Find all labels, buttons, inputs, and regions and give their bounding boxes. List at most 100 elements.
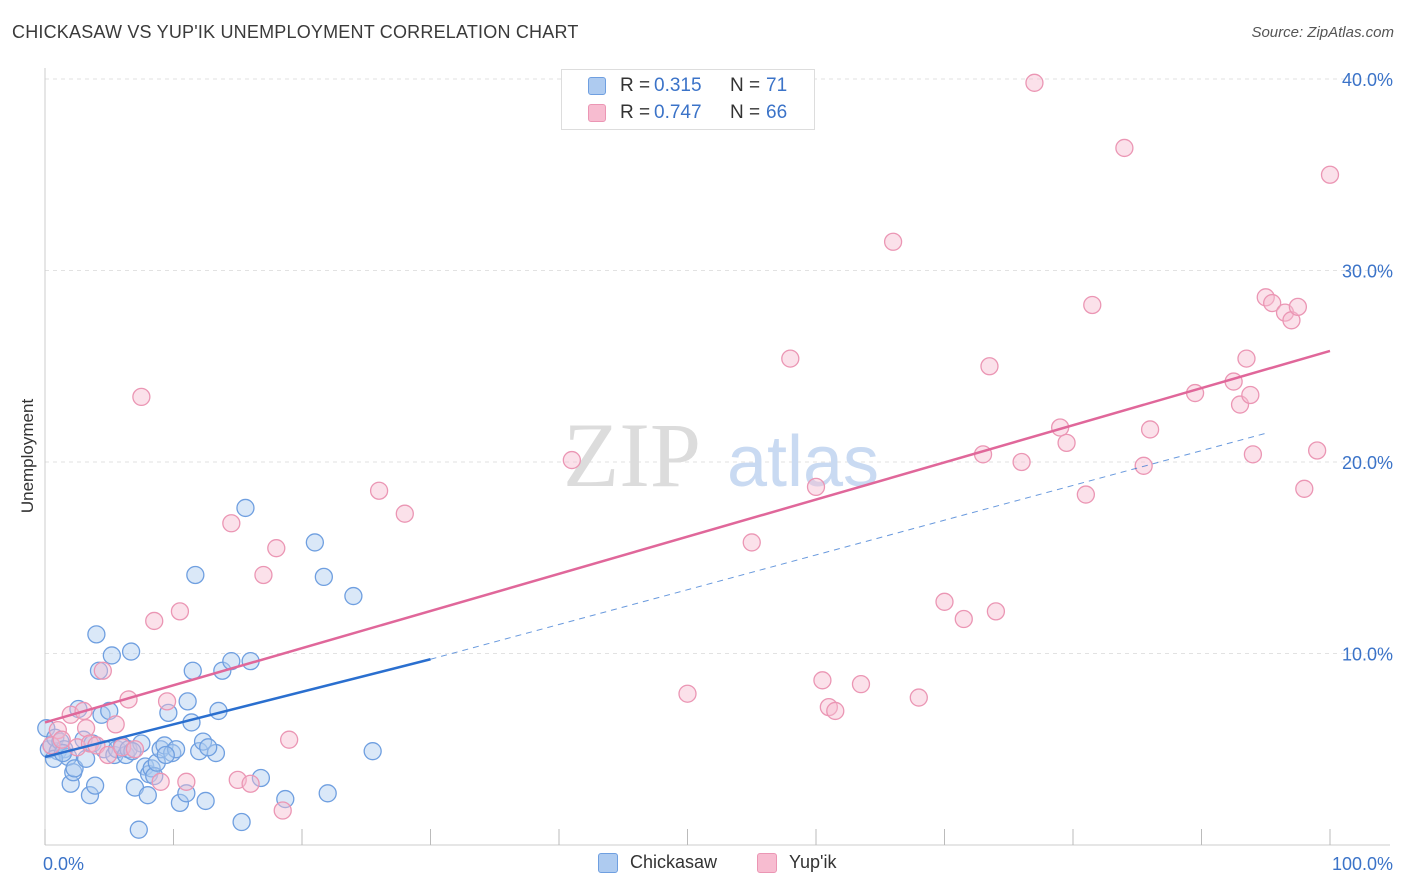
legend-swatch-yupik [588, 104, 606, 122]
legend-n-label: N = [730, 102, 761, 123]
yupik-point [42, 736, 61, 755]
yupik-point [151, 772, 170, 791]
chickasaw-point [85, 776, 105, 795]
yupik-point [1243, 445, 1263, 464]
chickasaw-point [87, 625, 106, 644]
chickasaw-point [170, 793, 190, 813]
chickasaw-point [183, 661, 202, 680]
chickasaw-point [61, 774, 80, 793]
yupik-point [369, 481, 389, 500]
y-tick-label: 20.0% [1342, 453, 1393, 473]
yupik-point [145, 611, 164, 631]
gridlines [45, 78, 1390, 654]
yupik-point [1288, 297, 1308, 317]
chickasaw-point [318, 784, 337, 803]
yupik-point [1083, 295, 1102, 315]
yupik-point [157, 692, 177, 711]
chickasaw-point [89, 661, 109, 680]
chickasaw-point [276, 789, 295, 809]
chickasaw-trend-line [44, 658, 431, 759]
chickasaw-point [186, 565, 205, 585]
chickasaw-point [80, 786, 100, 805]
yupik-point [93, 661, 112, 680]
yupik-point [1140, 420, 1160, 439]
yupik-point [125, 740, 145, 759]
yupik-point [954, 609, 973, 629]
yupik-point [222, 514, 241, 533]
yupik-point [177, 772, 196, 791]
yupik-point [813, 671, 832, 690]
chickasaw-point [123, 742, 142, 761]
chickasaw-point [363, 742, 382, 761]
yupik-point [909, 688, 928, 707]
yupik-point [1025, 73, 1044, 92]
source-credit: Source: ZipAtlas.com [1251, 24, 1394, 41]
legend-n-label: N = [730, 75, 761, 96]
yupik-point [742, 533, 761, 552]
yupik-point [826, 701, 845, 721]
y-tick-label: 10.0% [1342, 645, 1393, 665]
data-points [37, 73, 1340, 839]
yupik-point [132, 387, 151, 407]
chickasaw-point [166, 740, 186, 759]
yupik-point [980, 357, 999, 376]
yupik-point [395, 504, 414, 523]
chickasaw-point [129, 820, 148, 839]
yupik-point [935, 592, 954, 611]
legend-r-label: R = [620, 75, 651, 96]
yupik-point [1237, 349, 1256, 368]
yupik-point [1012, 452, 1031, 472]
legend-n-value-yupik: 66 [766, 102, 788, 123]
chickasaw-point [232, 812, 251, 832]
chickasaw-trend-extension [430, 432, 1266, 660]
yupik-trend-line [44, 349, 1331, 724]
yupik-point [781, 349, 800, 368]
chickasaw-point [344, 586, 363, 606]
watermark-zip: ZIP [563, 404, 701, 506]
x-tick-label: 100.0% [1332, 854, 1393, 874]
chickasaw-point [155, 736, 174, 755]
chickasaw-point [156, 745, 175, 765]
yupik-point [986, 602, 1006, 621]
chickasaw-point [199, 738, 218, 757]
yupik-point [1076, 485, 1095, 504]
chickasaw-point [178, 692, 197, 711]
yupik-point [76, 719, 96, 738]
series-label-chickasaw: Chickasaw [630, 852, 718, 872]
chickasaw-point [138, 786, 157, 805]
yupik-point [98, 745, 118, 765]
yupik-point [48, 720, 67, 740]
chickasaw-point [102, 646, 121, 665]
yupik-point [851, 674, 871, 694]
chickasaw-point [314, 567, 333, 587]
chickasaw-point [251, 768, 271, 788]
y-tick-label: 40.0% [1342, 70, 1393, 90]
yupik-point [1295, 479, 1314, 498]
yupik-point [273, 801, 292, 820]
legend-r-label: R = [620, 102, 651, 123]
x-tick-label: 0.0% [43, 854, 84, 874]
tick-labels: 10.0% 20.0% 30.0% 40.0% 0.0% 100.0% [43, 70, 1393, 874]
yupik-point [267, 539, 286, 558]
correlation-legend: R = 0.315 N = 71 R = 0.747 N = 66 [561, 69, 815, 130]
legend-swatch-chickasaw [588, 77, 606, 95]
yupik-point [106, 715, 125, 734]
legend-n-value-chickasaw: 71 [766, 75, 788, 96]
chickasaw-point [121, 642, 141, 661]
chickasaw-point [196, 791, 215, 811]
yupik-point [1263, 293, 1282, 313]
yupik-point [279, 730, 299, 749]
series-label-yupik: Yup'ik [789, 852, 837, 872]
yupik-point [1057, 433, 1076, 453]
axes [44, 68, 1390, 846]
yupik-point [678, 684, 697, 703]
chickasaw-point [236, 498, 255, 518]
yupik-point [1241, 385, 1260, 405]
yupik-point [562, 450, 581, 470]
legend-r-value-yupik: 0.747 [654, 102, 702, 123]
yupik-point [806, 477, 826, 497]
yupik-point [883, 232, 903, 251]
yupik-point [170, 602, 190, 621]
yupik-point [52, 730, 71, 749]
